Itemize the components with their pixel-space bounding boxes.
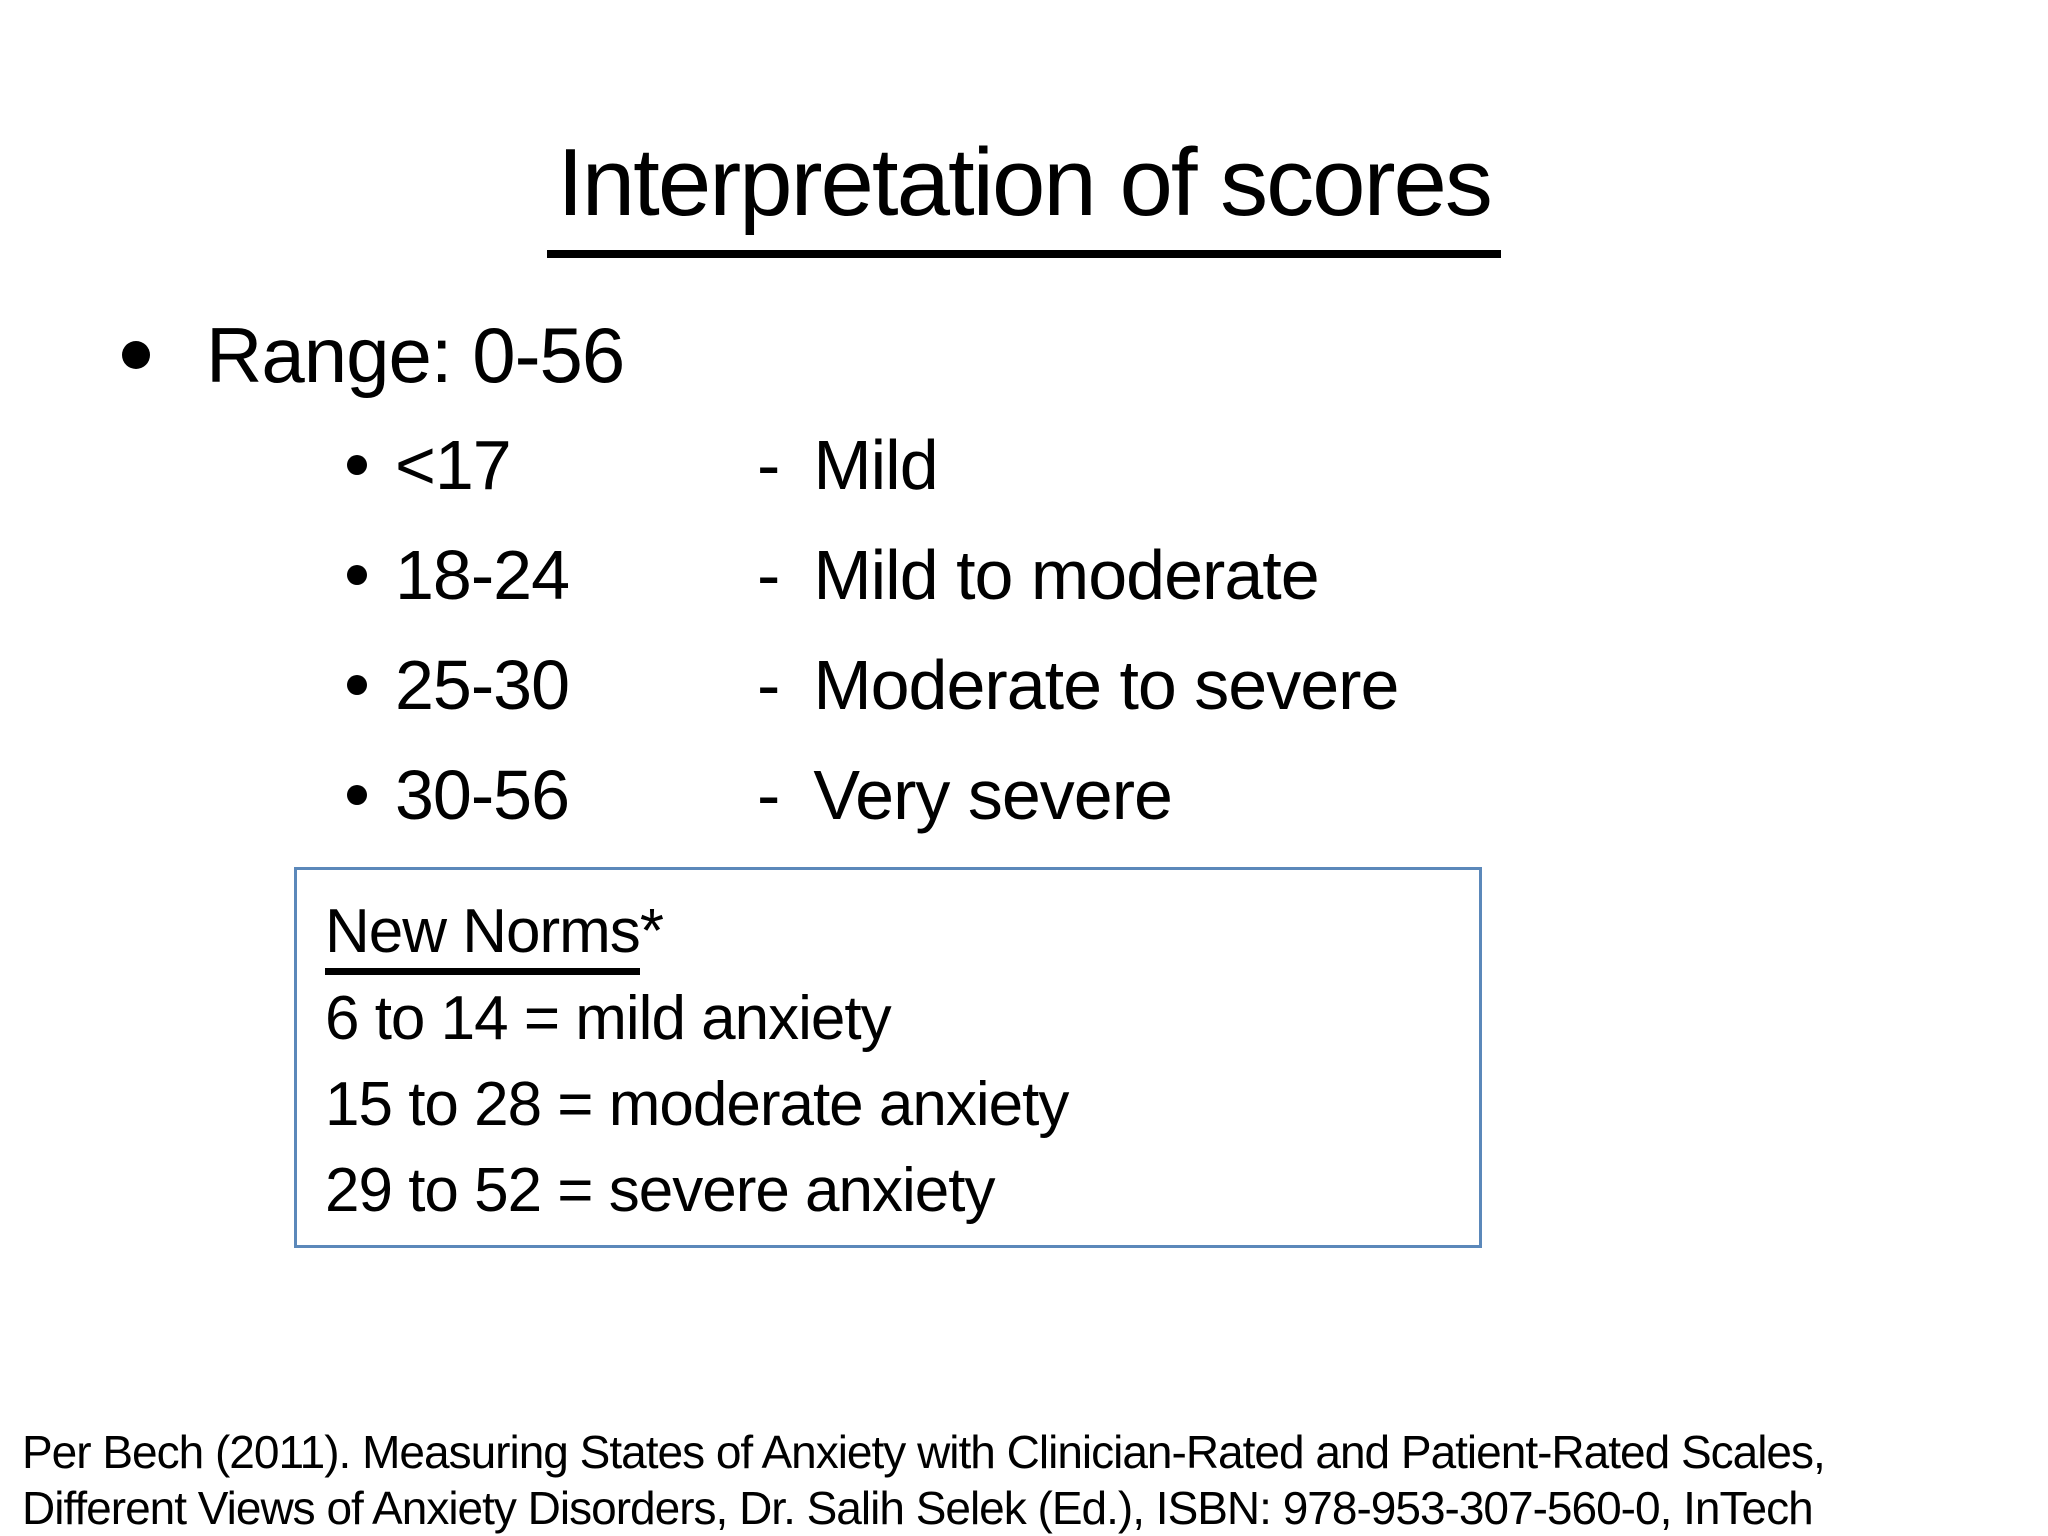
norm-line-severe: 29 to 52 = severe anxiety: [325, 1156, 996, 1225]
score-range: 18-24: [395, 536, 570, 614]
score-range: 25-30: [395, 646, 570, 724]
score-row-mild-to-moderate: 18-24 - Mild to moderate: [347, 520, 1398, 630]
bullet-icon: [347, 455, 367, 475]
bullet-icon: [347, 675, 367, 695]
score-list: <17 - Mild 18-24 - Mild to moderate 25-3…: [347, 410, 1399, 850]
score-row-mild: <17 - Mild: [347, 410, 1398, 520]
new-norms-heading: New Norms*: [325, 888, 1459, 976]
citation-line-2: Different Views of Anxiety Disorders, Dr…: [22, 1482, 1814, 1534]
new-norms-asterisk: *: [639, 897, 664, 966]
score-label: Moderate to severe: [813, 646, 1399, 724]
bullet-icon: [347, 785, 367, 805]
bullet-icon: [122, 341, 150, 369]
bullet-icon: [347, 565, 367, 585]
score-row-very-severe: 30-56 - Very severe: [347, 740, 1398, 850]
range-text: Range: 0-56: [206, 311, 625, 399]
dash-separator: -: [757, 536, 780, 614]
range-bullet-row: Range: 0-56: [122, 300, 625, 410]
citation-line-1: Per Bech (2011). Measuring States of Anx…: [22, 1426, 1826, 1478]
score-label: Very severe: [813, 756, 1173, 834]
score-row-moderate-to-severe: 25-30 - Moderate to severe: [347, 630, 1399, 740]
page-title: Interpretation of scores: [547, 128, 1501, 258]
norm-line-mild: 6 to 14 = mild anxiety: [325, 984, 892, 1053]
score-label: Mild: [813, 426, 938, 504]
score-range: <17: [395, 426, 512, 504]
score-label: Mild to moderate: [813, 536, 1319, 614]
dash-separator: -: [757, 756, 780, 834]
new-norms-heading-text: New Norms: [325, 897, 641, 975]
dash-separator: -: [757, 426, 780, 504]
norm-line-moderate: 15 to 28 = moderate anxiety: [325, 1070, 1069, 1139]
dash-separator: -: [757, 646, 780, 724]
score-range: 30-56: [395, 756, 570, 834]
new-norms-box: New Norms* 6 to 14 = mild anxiety 15 to …: [294, 867, 1482, 1248]
title-container: Interpretation of scores: [0, 128, 2048, 258]
citation-footer: Per Bech (2011). Measuring States of Anx…: [22, 1424, 2022, 1536]
